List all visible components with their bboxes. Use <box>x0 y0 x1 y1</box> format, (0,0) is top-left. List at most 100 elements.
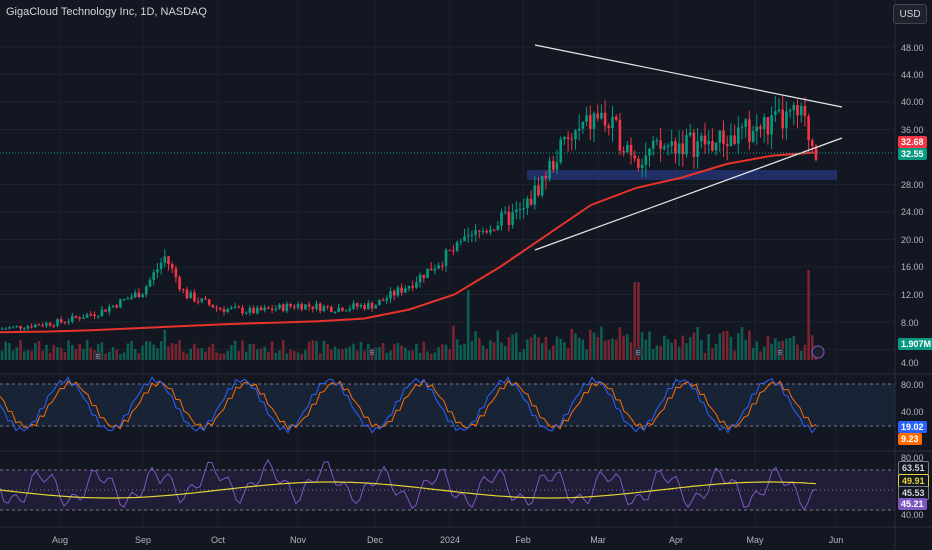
volume-bar <box>78 343 81 360</box>
volume-bar <box>459 344 463 360</box>
candle-body <box>552 160 555 170</box>
volume-badge: 1.907M <box>898 338 932 350</box>
candle-body <box>433 268 437 271</box>
volume-bar <box>100 342 104 360</box>
volume-bar <box>489 340 492 360</box>
candle-body <box>219 308 222 310</box>
currency-button[interactable]: USD <box>893 4 927 24</box>
candle-body <box>729 135 733 147</box>
volume-bar <box>159 341 163 360</box>
candle-body <box>267 307 270 309</box>
candle-body <box>481 231 485 233</box>
volume-bar <box>259 348 263 360</box>
candle-body <box>37 324 41 326</box>
time-tick: Jun <box>828 535 844 545</box>
candle-body <box>211 304 215 308</box>
volume-bar <box>296 352 300 360</box>
rsi-upper-badge: 63.51 <box>898 461 929 475</box>
volume-bar <box>618 327 622 360</box>
volume-bar <box>355 350 359 360</box>
candle-body <box>193 292 196 302</box>
price-tick: 40.00 <box>901 97 924 107</box>
volume-bar <box>474 331 477 360</box>
candle-body <box>522 208 525 210</box>
lower-trendline[interactable] <box>534 137 843 251</box>
volume-bar <box>152 344 155 360</box>
candle-body <box>581 121 585 129</box>
candle-body <box>45 322 48 326</box>
candle-body <box>555 162 559 170</box>
candle-body <box>130 297 133 299</box>
svg-text:E: E <box>96 354 101 361</box>
candle-body <box>330 306 333 312</box>
candle-body <box>141 294 144 298</box>
candle-body <box>337 307 340 312</box>
time-tick: May <box>746 535 764 545</box>
volume-bar <box>182 351 185 360</box>
volume-bar <box>426 351 429 360</box>
candle-body <box>611 116 614 129</box>
candle-body <box>152 272 155 280</box>
time-tick: Apr <box>668 535 684 545</box>
volume-bar <box>163 330 167 360</box>
candle-body <box>718 130 722 143</box>
volume-bar <box>751 347 755 360</box>
candle-body <box>518 208 522 210</box>
candle-body <box>733 135 736 144</box>
candle-body <box>241 307 244 314</box>
rsi-ma-line <box>0 481 817 499</box>
candle-body <box>392 291 396 296</box>
candle-body <box>344 310 348 312</box>
volume-bar <box>740 327 744 360</box>
stoch-k-line <box>0 376 817 434</box>
candle-body <box>633 155 636 159</box>
time-tick: Aug <box>51 535 69 545</box>
volume-bar <box>441 344 444 360</box>
candle-body <box>207 299 211 305</box>
volume-bar <box>396 342 400 360</box>
volume-bar <box>4 341 7 360</box>
price-tick: 44.00 <box>901 70 924 80</box>
volume-bar <box>681 335 685 360</box>
volume-bar <box>318 353 322 360</box>
candle-body <box>30 326 33 328</box>
volume-bar <box>526 339 529 360</box>
earnings-marker: E <box>776 348 784 357</box>
volume-bar <box>315 341 318 360</box>
volume-bar <box>478 338 481 360</box>
volume-bar <box>8 343 11 360</box>
candle-body <box>322 306 326 311</box>
volume-bar <box>270 341 274 360</box>
time-tick: Feb <box>515 535 531 545</box>
candle-body <box>437 265 440 269</box>
candle-body <box>515 209 518 213</box>
volume-bar <box>774 338 777 360</box>
candle-body <box>19 325 22 329</box>
candle-body <box>759 126 762 129</box>
candle-body <box>770 115 773 135</box>
candle-body <box>96 315 100 317</box>
candle-body <box>474 230 477 235</box>
rsi-band <box>0 470 895 510</box>
candle-body <box>93 314 96 316</box>
time-tick: Mar <box>590 535 606 545</box>
candle-body <box>714 142 718 151</box>
volume-bar <box>496 330 500 360</box>
candle-body <box>204 298 207 300</box>
volume-bar <box>626 334 629 360</box>
volume-bar <box>633 282 636 360</box>
candle-body <box>570 138 574 140</box>
candle-body <box>563 137 566 140</box>
candle-body <box>470 234 474 236</box>
candle-body <box>585 115 588 122</box>
volume-bar <box>659 346 662 360</box>
candle-body <box>637 158 640 169</box>
volume-bar <box>126 343 130 360</box>
candle-body <box>404 288 407 293</box>
upper-trendline[interactable] <box>534 44 843 108</box>
candle-body <box>133 292 137 298</box>
volume-bar <box>548 350 551 360</box>
volume-bar <box>481 345 485 360</box>
rsi-line <box>0 458 817 511</box>
